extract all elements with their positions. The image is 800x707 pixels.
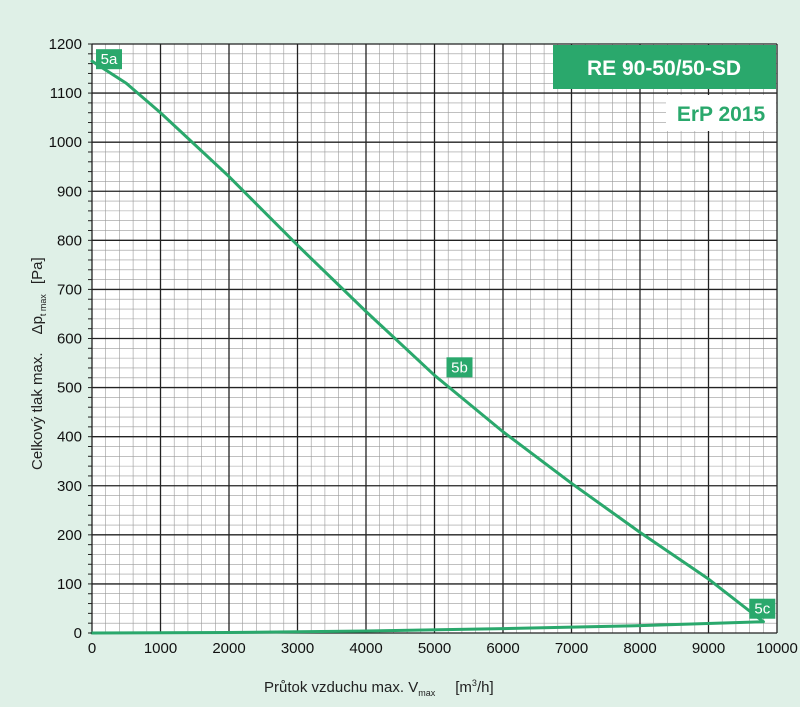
y-tick-label: 1100 bbox=[50, 85, 82, 102]
y-tick-label: 400 bbox=[57, 429, 82, 446]
y-axis-symbol-sub: t max bbox=[38, 294, 48, 317]
x-tick-label: 3000 bbox=[281, 640, 314, 657]
erp-badge-text: ErP 2015 bbox=[677, 103, 766, 126]
x-tick-label: 1000 bbox=[144, 640, 177, 657]
x-tick-label: 5000 bbox=[418, 640, 451, 657]
model-badge-text: RE 90-50/50-SD bbox=[587, 57, 741, 80]
y-tick-label: 1200 bbox=[49, 36, 82, 53]
y-tick-label: 700 bbox=[57, 281, 82, 298]
x-axis-unit-pre: [m bbox=[455, 679, 472, 696]
x-tick-label: 7000 bbox=[555, 640, 588, 657]
x-tick-label: 0 bbox=[88, 640, 96, 657]
y-tick-label: 0 bbox=[74, 625, 82, 642]
y-axis-unit: [Pa] bbox=[29, 257, 46, 284]
x-axis-unit-sup: 3 bbox=[472, 678, 477, 688]
x-tick-label: 10000 bbox=[756, 640, 798, 657]
point-label-bg bbox=[446, 357, 473, 378]
x-tick-label: 8000 bbox=[623, 640, 656, 657]
x-tick-label: 2000 bbox=[212, 640, 245, 657]
point-label-5a: 5a bbox=[96, 49, 122, 70]
x-tick-label: 9000 bbox=[692, 640, 725, 657]
y-tick-label: 300 bbox=[57, 478, 82, 495]
point-label-text: 5a bbox=[101, 51, 118, 68]
y-tick-label: 900 bbox=[57, 183, 82, 200]
point-label-5c: 5c bbox=[749, 598, 776, 619]
x-axis-title: Průtok vzduchu max. Vmax [m3/h] bbox=[264, 678, 494, 698]
point-label-text: 5c bbox=[754, 601, 770, 618]
x-axis-title-sub: max bbox=[418, 688, 436, 698]
model-badge: RE 90-50/50-SD bbox=[553, 45, 776, 89]
series-line-2 bbox=[90, 620, 765, 635]
series-line-1 bbox=[90, 59, 765, 624]
y-tick-label: 800 bbox=[57, 232, 82, 249]
x-axis-title-main: Průtok vzduchu max. V bbox=[264, 679, 418, 696]
grid-major bbox=[91, 43, 778, 634]
x-axis-unit-post: /h] bbox=[477, 679, 494, 696]
point-label-bg bbox=[96, 49, 122, 70]
y-tick-label: 100 bbox=[57, 576, 82, 593]
y-tick-label: 600 bbox=[57, 331, 82, 348]
y-tick-label: 1000 bbox=[49, 134, 82, 151]
y-axis-symbol: Δp bbox=[29, 316, 46, 334]
ticks-group: 0 1000 2000 3000 4000 5000 6000 7000 8000 9000 100… bbox=[49, 36, 798, 657]
points-group: 5a 5b 5c bbox=[96, 49, 776, 619]
point-label-5b: 5b bbox=[446, 357, 473, 378]
erp-badge: ErP 2015 bbox=[666, 95, 776, 131]
x-tick-label: 4000 bbox=[349, 640, 382, 657]
x-tick-label: 6000 bbox=[486, 640, 519, 657]
y-axis-title-main: Celkový tlak max. bbox=[29, 352, 46, 470]
y-tick-label: 200 bbox=[57, 527, 82, 544]
point-label-text: 5b bbox=[451, 359, 468, 376]
point-label-bg bbox=[749, 598, 776, 619]
y-axis-title: Celkový tlak max. Δpt max [Pa] bbox=[29, 257, 48, 470]
y-tick-label: 500 bbox=[57, 380, 82, 397]
series-group bbox=[90, 59, 765, 635]
